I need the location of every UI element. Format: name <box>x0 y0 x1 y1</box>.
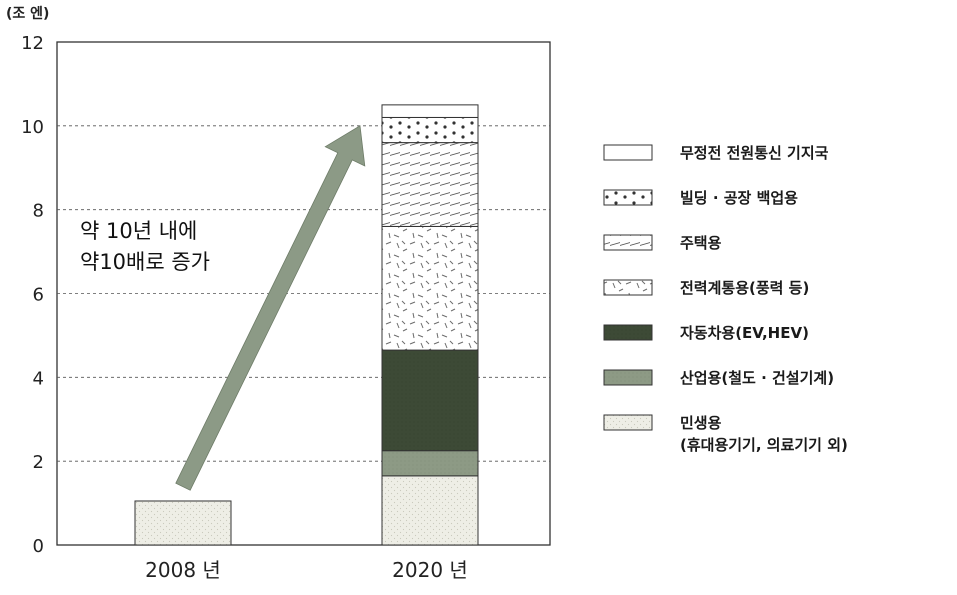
legend-swatch <box>603 369 653 386</box>
legend-label: 무정전 전원통신 기지국 <box>680 144 829 162</box>
y-tick-label: 2 <box>33 452 44 473</box>
y-tick-label: 6 <box>33 285 44 306</box>
legend-swatch <box>603 234 653 251</box>
x-axis: 2008 년 2020 년 <box>145 558 468 582</box>
x-tick-label: 2008 년 <box>145 558 221 582</box>
annotation-text: 약 10년 내에 <box>80 219 197 243</box>
legend-swatch <box>603 144 653 161</box>
bar-segment <box>381 475 479 546</box>
bar-segment <box>381 104 479 118</box>
y-tick-label: 4 <box>33 368 44 389</box>
bar-segment <box>381 450 479 477</box>
y-tick-label: 10 <box>21 117 44 138</box>
bar-segment <box>381 225 479 351</box>
legend-swatch <box>603 414 653 431</box>
growth-arrow <box>175 125 366 491</box>
bar-segment <box>381 349 479 452</box>
bar-segment <box>381 142 479 227</box>
legend-label: 전력계통용(풍력 등) <box>680 279 809 297</box>
x-tick-label: 2020 년 <box>392 558 468 582</box>
legend-label: 산업용(철도 · 건설기계) <box>680 369 834 387</box>
legend-swatch <box>603 279 653 296</box>
legend-swatch <box>603 324 653 341</box>
annotation-text: 약10배로 증가 <box>80 250 210 274</box>
bars <box>134 104 479 546</box>
y-tick-label: 0 <box>33 536 44 557</box>
legend-swatch <box>603 189 653 206</box>
bar-segment <box>381 116 479 144</box>
bar-segment <box>134 500 232 546</box>
legend-label: 자동차용(EV,HEV) <box>680 324 809 342</box>
y-axis: 0 2 4 6 8 10 12 (조 엔) <box>6 5 49 557</box>
legend-label: (휴대용기기, 의료기기 외) <box>680 436 848 454</box>
legend-label: 민생용 <box>680 414 722 432</box>
y-tick-label: 12 <box>21 33 44 54</box>
y-unit-label: (조 엔) <box>6 5 49 22</box>
y-tick-label: 8 <box>33 201 44 222</box>
legend-label: 빌딩 · 공장 백업용 <box>680 189 798 207</box>
legend-label: 주택용 <box>680 234 722 252</box>
